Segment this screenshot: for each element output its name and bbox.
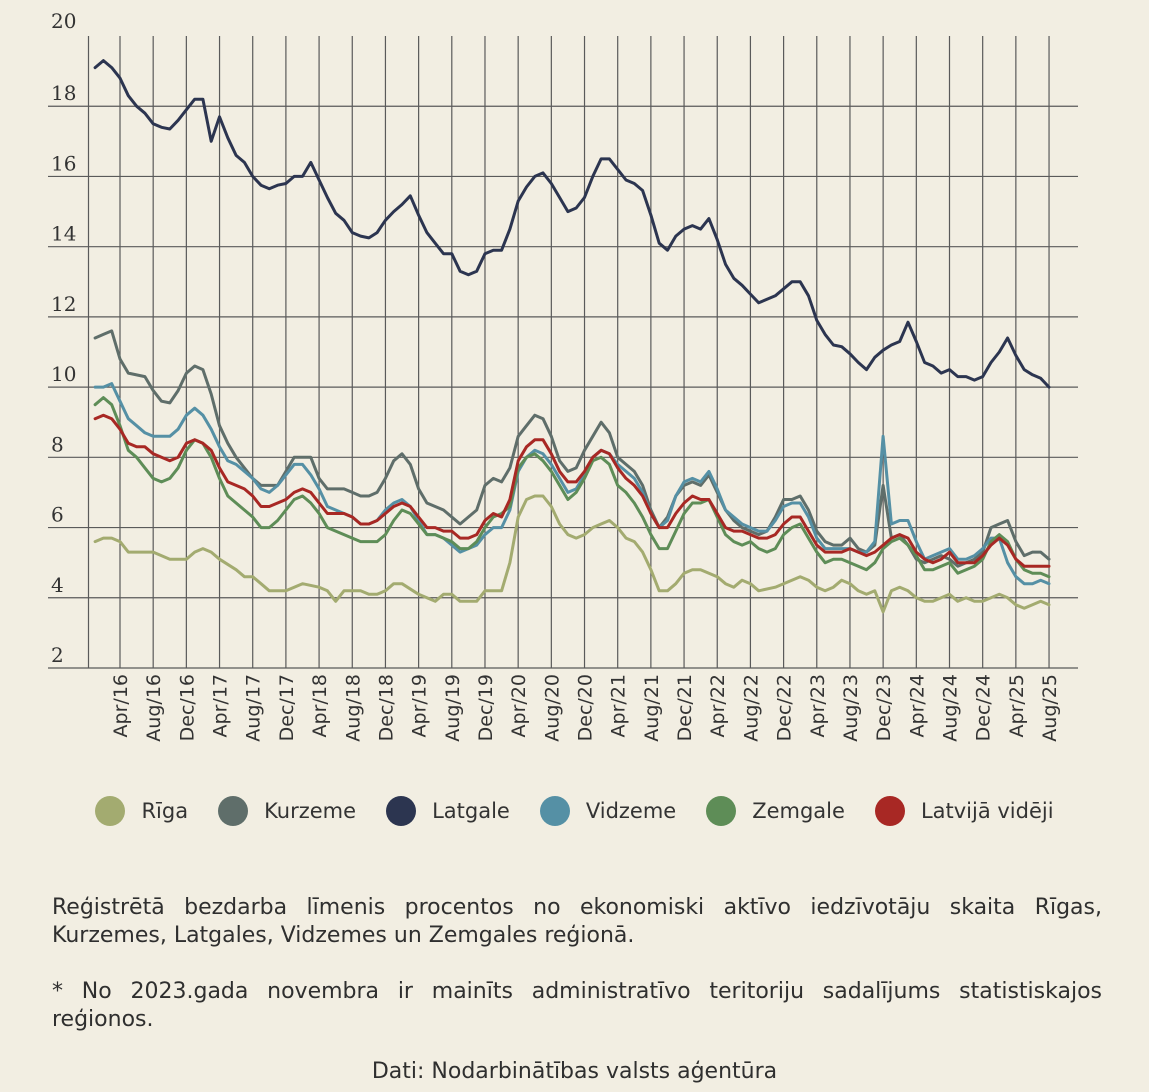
legend-swatch-riga	[95, 796, 126, 826]
x-tick-label: Aug/25	[1039, 674, 1061, 742]
y-tick-label: 10	[51, 362, 76, 386]
x-tick-label: Dec/17	[276, 674, 298, 741]
x-tick-label: Aug/22	[740, 674, 762, 742]
y-tick-label: 6	[51, 503, 64, 527]
y-tick-label: 4	[51, 573, 64, 597]
x-tick-label: Apr/21	[608, 674, 630, 737]
x-tick-label: Apr/25	[1006, 674, 1028, 737]
x-tick-label: Aug/18	[342, 674, 364, 742]
legend-item-riga[interactable]: Rīga	[95, 796, 188, 826]
x-axis-ticks: Apr/16 Aug/16 Dec/16 Apr/17 Aug/17 Dec/17 Apr/…	[110, 674, 1061, 742]
y-tick-label: 14	[51, 222, 76, 246]
legend-label: Vidzeme	[585, 799, 677, 823]
x-tick-label: Aug/16	[143, 674, 165, 742]
y-tick-label: 16	[51, 151, 76, 175]
series-line-latvij-vid-ji	[93, 413, 1051, 568]
x-tick-label: Apr/23	[807, 674, 829, 737]
x-tick-label: Apr/22	[707, 674, 729, 737]
series-line-r-ga	[93, 494, 1051, 614]
x-tick-label: Dec/16	[176, 674, 198, 741]
x-tick-label: Apr/18	[309, 674, 331, 737]
legend-swatch-kurzeme	[218, 796, 249, 826]
legend-item-zemgale[interactable]: Zemgale	[706, 796, 845, 826]
data-source: Dati: Nodarbinātības valsts aģentūra	[371, 1059, 778, 1084]
x-tick-label: Aug/21	[641, 674, 663, 742]
legend-label: Latgale	[432, 799, 510, 823]
x-tick-label: Apr/24	[906, 674, 928, 737]
legend-item-kurzeme[interactable]: Kurzeme	[218, 796, 356, 826]
x-tick-label: Dec/24	[973, 674, 995, 741]
legend-swatch-latvija-videji	[874, 796, 905, 826]
legend-swatch-vidzeme	[539, 796, 570, 826]
legend-item-latvija-videji[interactable]: Latvijā vidēji	[874, 796, 1054, 826]
chart-footnote: * No 2023.gada novembra ir mainīts admin…	[52, 979, 1102, 1032]
chart-legend: Rīga Kurzeme Latgale Vidzeme Zemgale Lat…	[0, 796, 1149, 826]
x-tick-label: Dec/18	[375, 674, 397, 741]
legend-label: Rīga	[141, 799, 189, 823]
x-tick-label: Dec/20	[575, 674, 597, 741]
x-tick-label: Aug/24	[940, 674, 962, 742]
x-tick-label: Dec/21	[674, 674, 696, 741]
y-tick-label: 20	[51, 9, 76, 33]
x-tick-label: Aug/23	[840, 674, 862, 742]
x-tick-label: Apr/19	[409, 674, 431, 737]
x-tick-label: Dec/23	[873, 674, 895, 741]
chart-grid	[48, 36, 1078, 669]
legend-swatch-zemgale	[706, 796, 737, 826]
x-tick-label: Apr/17	[210, 674, 232, 737]
series-line-vidzeme	[93, 382, 1051, 586]
legend-item-vidzeme[interactable]: Vidzeme	[539, 796, 677, 826]
series-line-zemgale	[93, 396, 1051, 579]
y-tick-label: 2	[51, 643, 64, 667]
y-tick-label: 18	[51, 81, 76, 105]
y-tick-label: 12	[51, 292, 76, 316]
series-line-kurzeme	[93, 329, 1051, 568]
chart-description: Reģistrētā bezdarba līmenis procentos no…	[52, 895, 1102, 948]
legend-item-latgale[interactable]: Latgale	[386, 796, 510, 826]
series-line-latgale	[93, 59, 1051, 389]
legend-label: Latvijā vidēji	[920, 799, 1054, 823]
legend-label: Kurzeme	[264, 799, 357, 823]
x-tick-label: Apr/16	[110, 674, 132, 737]
legend-swatch-latgale	[386, 796, 417, 826]
y-tick-label: 8	[51, 432, 64, 456]
x-tick-label: Aug/17	[243, 674, 265, 742]
x-tick-label: Aug/19	[442, 674, 464, 742]
x-tick-label: Aug/20	[541, 674, 563, 742]
series-lines	[93, 59, 1051, 614]
x-tick-label: Apr/20	[508, 674, 530, 737]
x-tick-label: Dec/22	[774, 674, 796, 741]
y-axis-ticks: 2 4 6 8 10 12 14 16 18 20	[51, 9, 76, 667]
legend-label: Zemgale	[752, 799, 845, 823]
x-tick-label: Dec/19	[475, 674, 497, 741]
